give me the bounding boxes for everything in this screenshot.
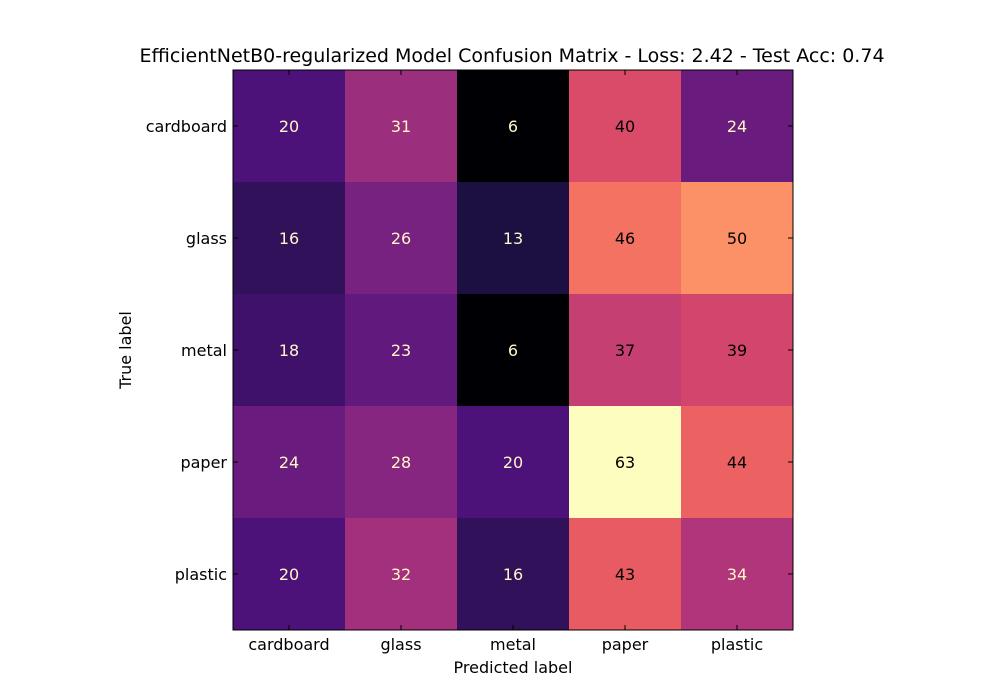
y-tick-label: cardboard [146, 117, 227, 136]
y-tick-label: paper [180, 453, 227, 472]
cell-value-label: 20 [503, 453, 523, 472]
cell-value-label: 16 [279, 229, 299, 248]
heatmap-cell-plastic-metal [457, 518, 570, 631]
x-axis-ticks: cardboard glass metal paper plastic [248, 70, 763, 654]
cell-value-label: 32 [391, 565, 411, 584]
heatmap-cell-cardboard-cardboard [233, 70, 346, 183]
cell-value-label: 31 [391, 117, 411, 136]
y-tick-label: metal [181, 341, 227, 360]
cell-value-label: 50 [727, 229, 747, 248]
cell-value-label: 16 [503, 565, 523, 584]
heatmap-cell-glass-cardboard [233, 182, 346, 295]
cell-value-labels: 20 31 6 40 24 16 26 13 46 50 18 23 6 37 39 24 28 20 63 44 20… [279, 117, 747, 584]
heatmap-cell-paper-paper [569, 406, 682, 519]
cell-value-label: 63 [615, 453, 635, 472]
cell-value-label: 20 [279, 117, 299, 136]
heatmap-cell-plastic-plastic [681, 518, 794, 631]
heatmap-cell-cardboard-glass [345, 70, 458, 183]
y-tick-label: plastic [175, 565, 227, 584]
heatmap-cell-paper-metal [457, 406, 570, 519]
cell-value-label: 44 [727, 453, 747, 472]
heatmap-cell-glass-plastic [681, 182, 794, 295]
heatmap-cell-glass-paper [569, 182, 682, 295]
cell-value-label: 23 [391, 341, 411, 360]
y-tick-label: glass [186, 229, 227, 248]
heatmap-cell-metal-metal [457, 294, 570, 407]
cell-value-label: 18 [279, 341, 299, 360]
heatmap-cell-paper-cardboard [233, 406, 346, 519]
heatmap-cell-metal-paper [569, 294, 682, 407]
heatmap-cell-glass-glass [345, 182, 458, 295]
heatmap-cell-glass-metal [457, 182, 570, 295]
heatmap-cell-cardboard-metal [457, 70, 570, 183]
cell-value-label: 28 [391, 453, 411, 472]
x-tick-label: glass [380, 635, 421, 654]
cell-value-label: 24 [727, 117, 747, 136]
x-tick-label: paper [602, 635, 649, 654]
heatmap-cell-metal-plastic [681, 294, 794, 407]
cell-value-label: 34 [727, 565, 747, 584]
heatmap-cell-metal-glass [345, 294, 458, 407]
heatmap-cell-metal-cardboard [233, 294, 346, 407]
heatmap-cell-paper-glass [345, 406, 458, 519]
cell-value-label: 20 [279, 565, 299, 584]
cell-value-label: 39 [727, 341, 747, 360]
x-tick-label: cardboard [248, 635, 329, 654]
cell-value-label: 6 [508, 341, 518, 360]
cell-value-label: 26 [391, 229, 411, 248]
chart-title: EfficientNetB0-regularized Model Confusi… [139, 45, 884, 67]
heatmap-cell-cardboard-paper [569, 70, 682, 183]
heatmap-cell-plastic-paper [569, 518, 682, 631]
heatmap-cell-paper-plastic [681, 406, 794, 519]
y-axis-ticks: cardboard glass metal paper plastic [146, 117, 793, 584]
heatmap-cell-plastic-glass [345, 518, 458, 631]
cell-value-label: 13 [503, 229, 523, 248]
cell-value-label: 24 [279, 453, 299, 472]
cell-value-label: 43 [615, 565, 635, 584]
x-tick-label: plastic [711, 635, 763, 654]
cell-value-label: 46 [615, 229, 635, 248]
heatmap-cell-cardboard-plastic [681, 70, 794, 183]
heatmap-cell-plastic-cardboard [233, 518, 346, 631]
cell-value-label: 37 [615, 341, 635, 360]
x-axis-label: Predicted label [454, 658, 573, 677]
y-axis-label: True label [116, 311, 135, 390]
cell-value-label: 6 [508, 117, 518, 136]
cell-value-label: 40 [615, 117, 635, 136]
x-tick-label: metal [490, 635, 536, 654]
heatmap-cells [233, 70, 794, 631]
